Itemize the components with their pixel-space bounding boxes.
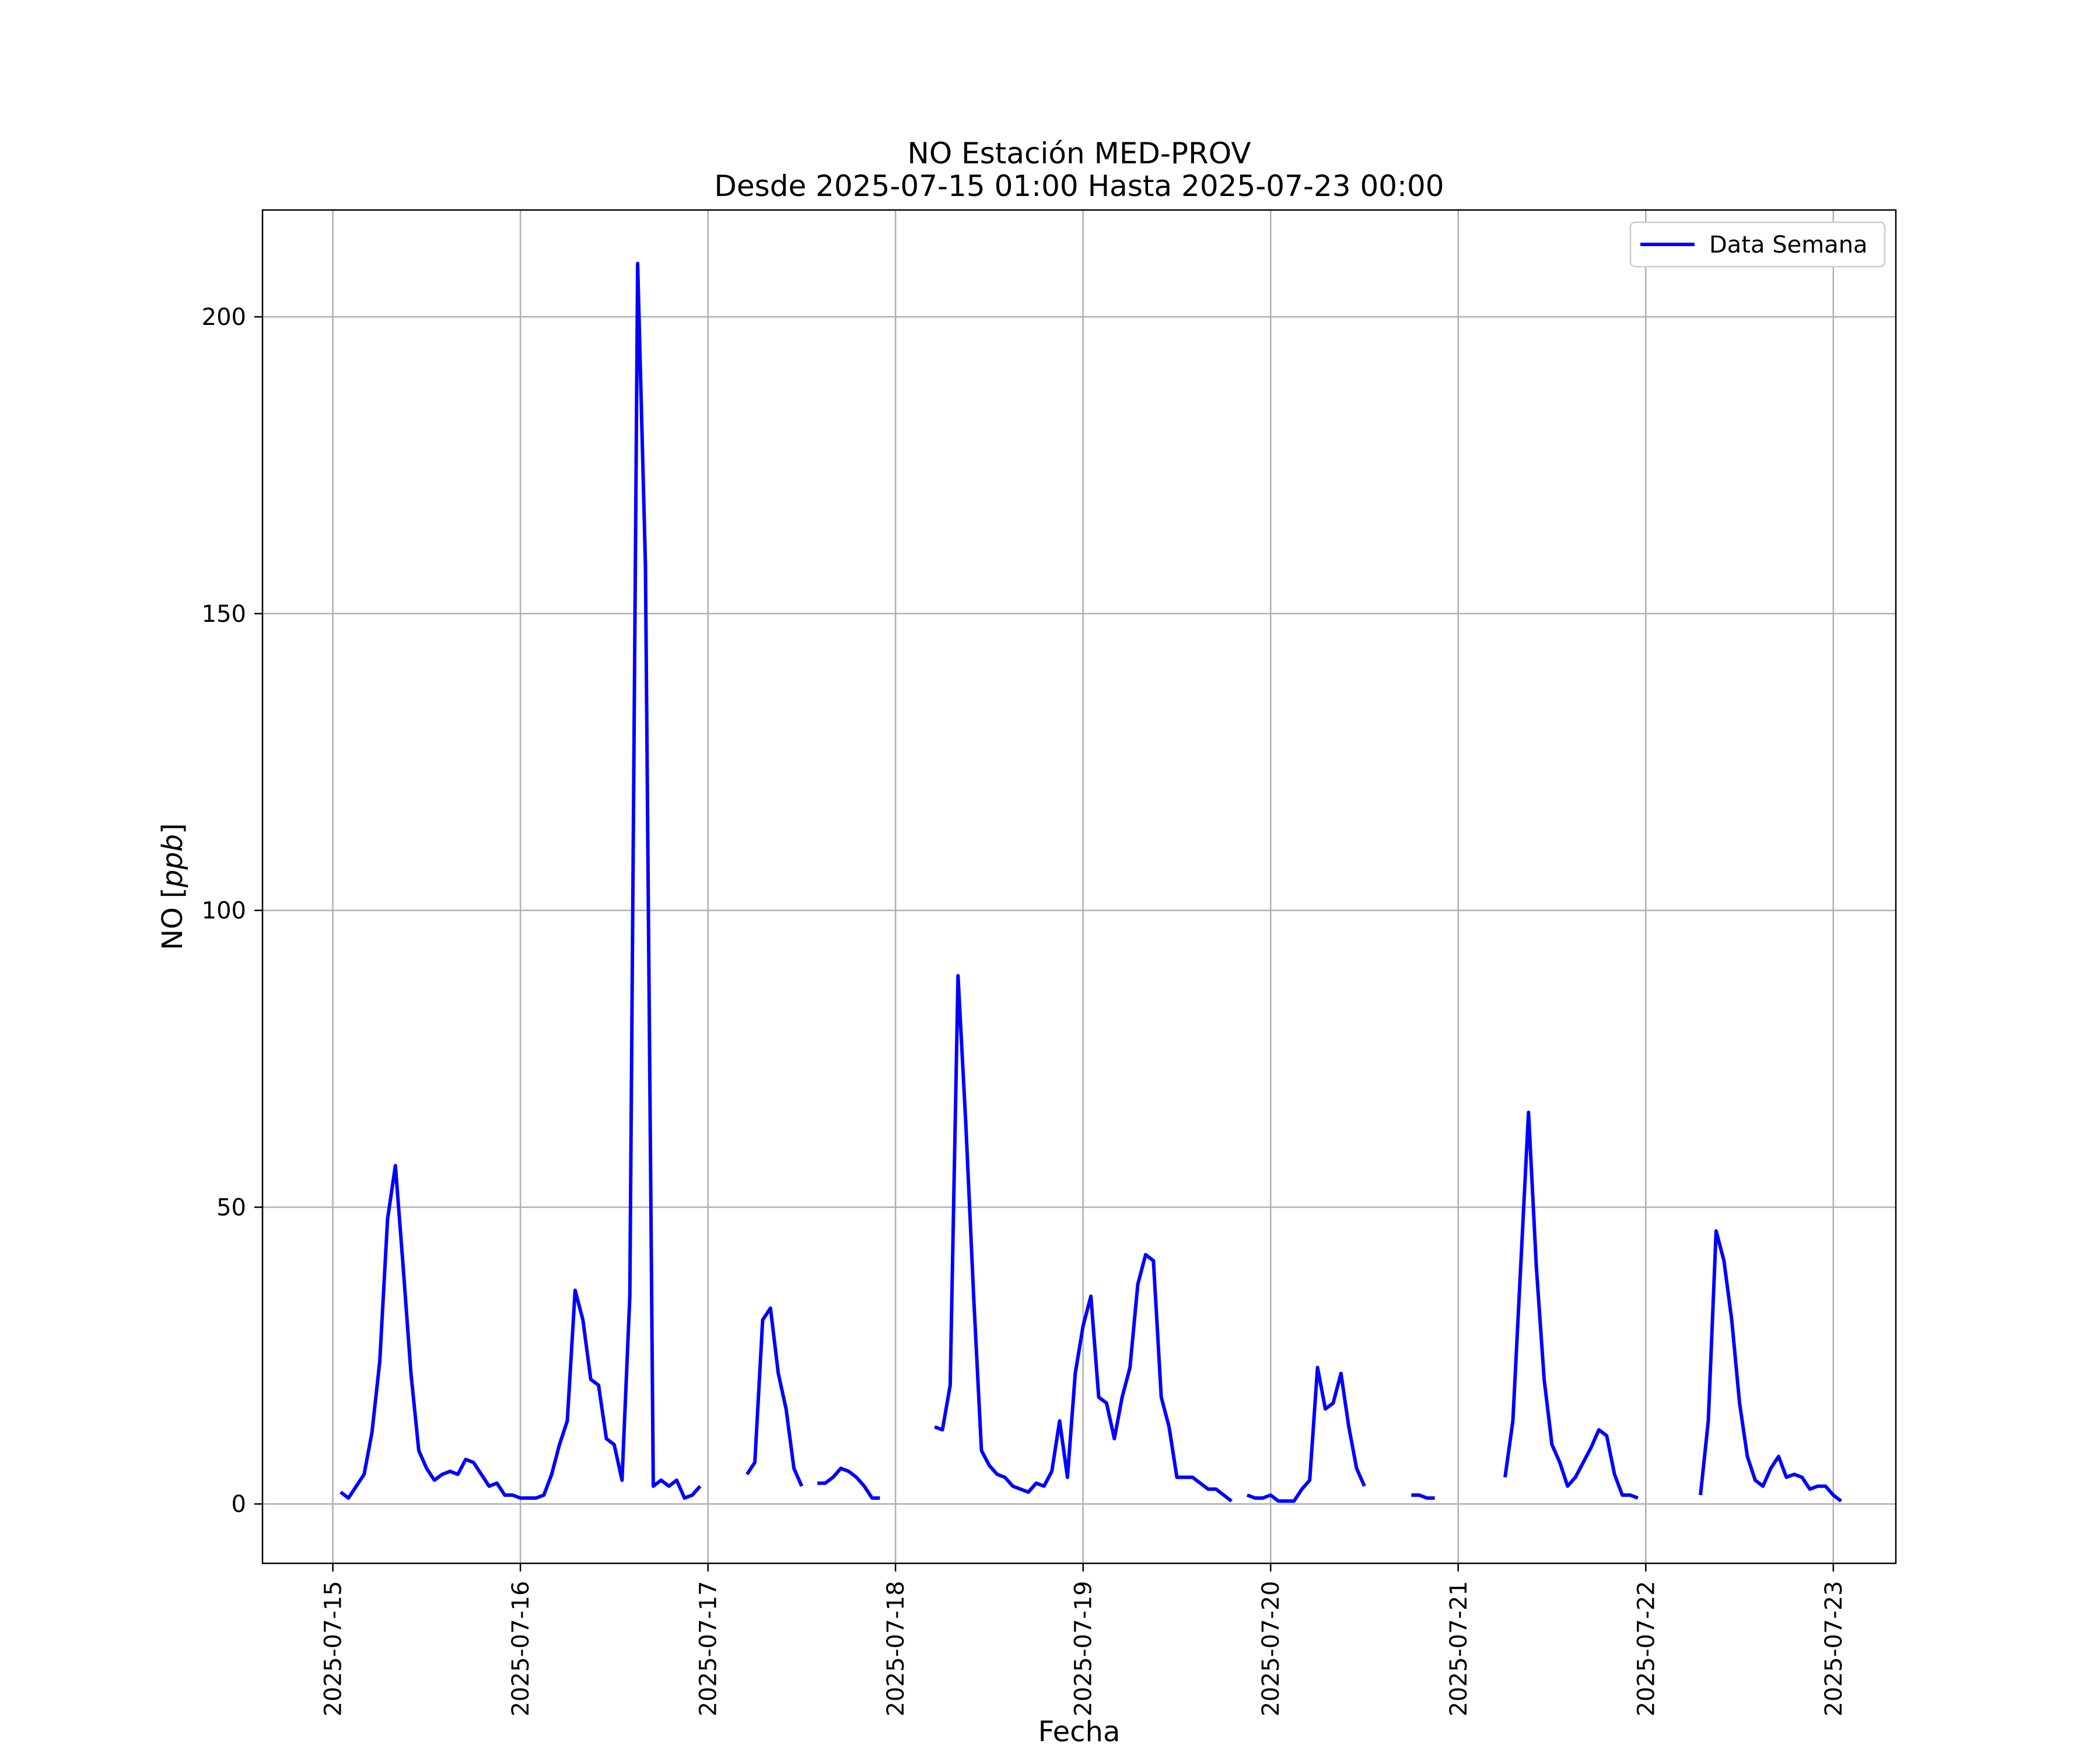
x-axis-label: Fecha (1038, 1716, 1121, 1748)
x-tick-label: 2025-07-15 (320, 1581, 347, 1716)
legend-label-data-semana: Data Semana (1709, 232, 1868, 258)
axis-ticks (254, 316, 1835, 1572)
series-line-segment (340, 261, 702, 1500)
y-tick-label: 150 (202, 601, 246, 628)
series-line-segment (1246, 1366, 1366, 1503)
x-tick-label: 2025-07-17 (695, 1581, 722, 1716)
series-data-semana (340, 261, 1843, 1503)
y-tick-label: 200 (202, 304, 246, 331)
series-line-segment (1411, 1493, 1435, 1500)
series-line-segment (746, 1306, 804, 1487)
y-tick-label: 0 (232, 1491, 246, 1518)
chart-title: NO Estación MED-PROV (908, 136, 1251, 170)
grid-lines (262, 210, 1896, 1563)
legend-box (1629, 221, 1886, 268)
x-tick-label: 2025-07-16 (508, 1581, 534, 1716)
plot-frame (261, 209, 1897, 1564)
x-tick-label: 2025-07-19 (1070, 1581, 1097, 1716)
x-tick-label: 2025-07-23 (1821, 1581, 1847, 1716)
y-tick-label: 50 (216, 1194, 246, 1221)
series-line-segment (1699, 1229, 1843, 1503)
legend: Data Semana (1629, 221, 1886, 268)
x-tick-label: 2025-07-22 (1633, 1581, 1660, 1716)
series-line-segment (817, 1466, 880, 1500)
x-tick-label: 2025-07-21 (1446, 1581, 1472, 1716)
x-tick-label: 2025-07-20 (1258, 1581, 1284, 1716)
series-line-segment (934, 974, 1233, 1503)
chart-subtitle: Desde 2025-07-15 01:00 Hasta 2025-07-23 … (714, 169, 1444, 203)
y-tick-label: 100 (202, 898, 246, 925)
series-line-segment (1503, 1110, 1639, 1500)
x-tick-label: 2025-07-18 (883, 1581, 909, 1716)
y-axis-label: NO [ppb] (156, 823, 189, 950)
